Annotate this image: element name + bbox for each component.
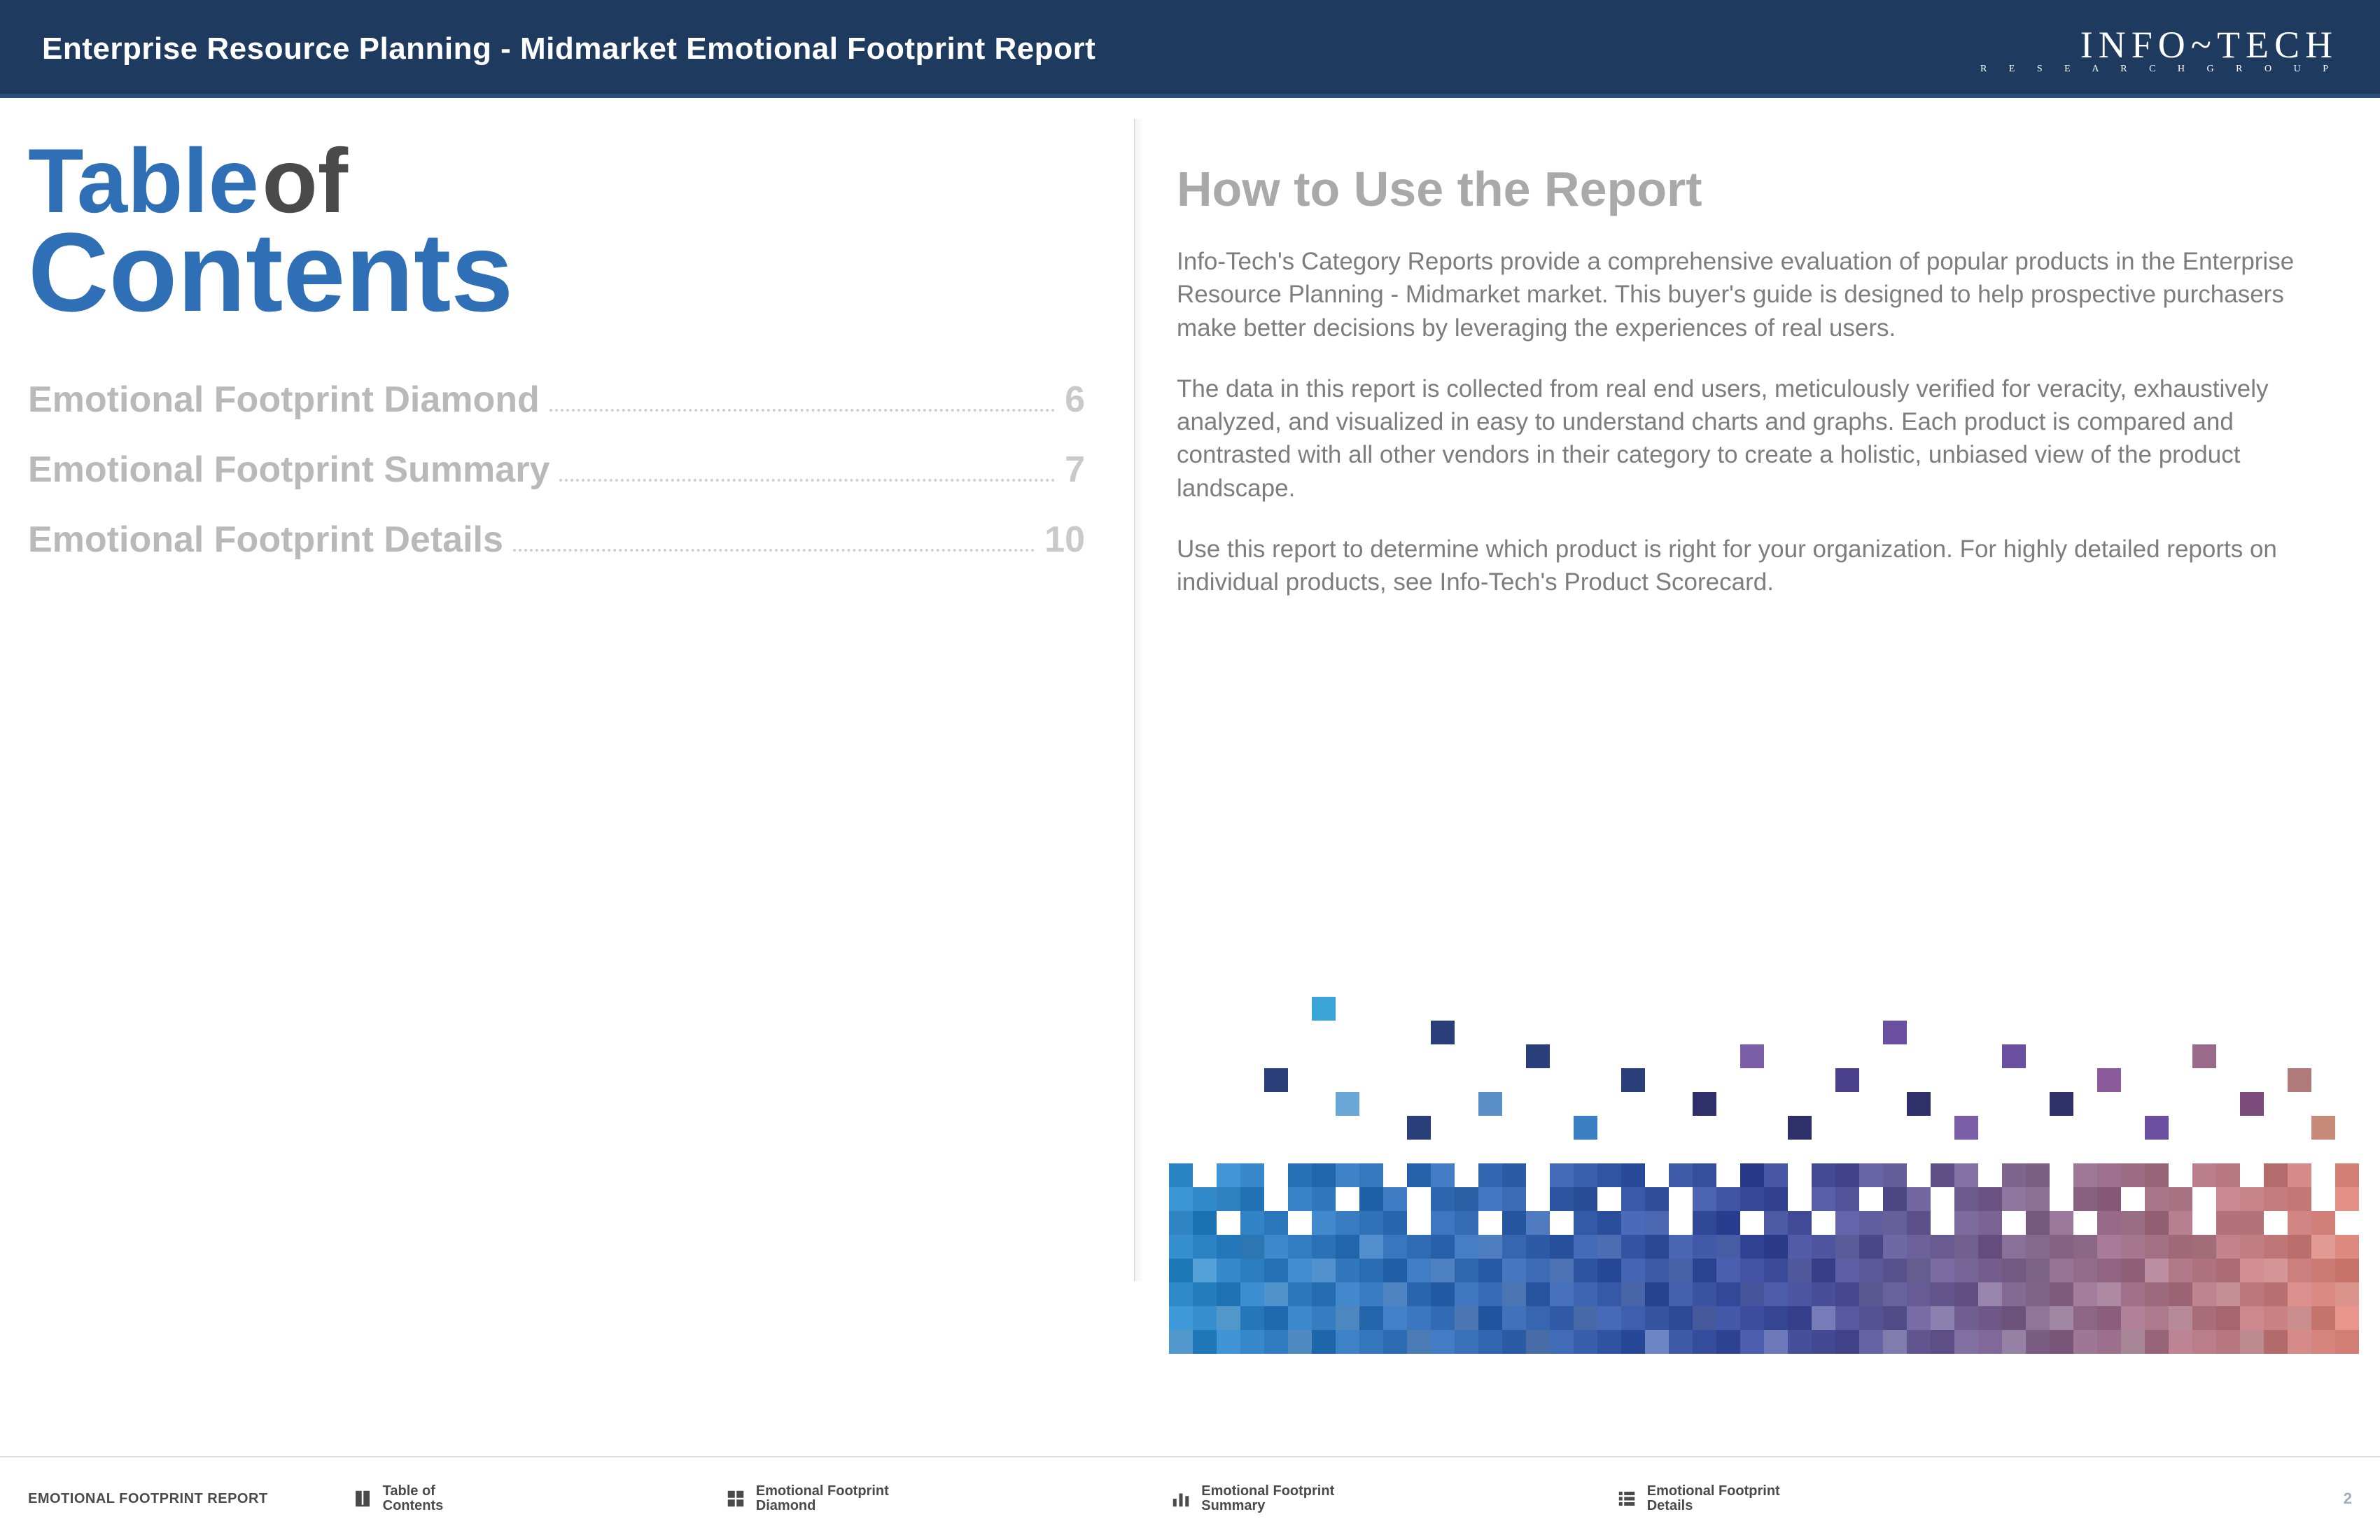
toc-entry[interactable]: Emotional Footprint Details 10 [28, 519, 1085, 561]
logo-sub-text: R E S E A R C H G R O U P [1980, 64, 2338, 75]
column-divider [1134, 119, 1144, 1281]
footer-nav-item-diamond[interactable]: Emotional Footprint Diamond [725, 1484, 889, 1513]
footer-nav-label: Emotional Footprint Details [1647, 1484, 1780, 1513]
howto-paragraph: The data in this report is collected fro… [1177, 372, 2338, 505]
toc-heading: Table of Contents [28, 140, 1085, 323]
footer-nav-line2: Contents [383, 1498, 444, 1513]
toc-entry-label: Emotional Footprint Diamond [28, 379, 540, 421]
footer-nav-item-toc[interactable]: Table of Contents [352, 1484, 444, 1513]
footer-nav-line2: Details [1647, 1498, 1693, 1513]
header-bar: Enterprise Resource Planning - Midmarket… [0, 0, 2380, 98]
toc-entry-label: Emotional Footprint Summary [28, 449, 550, 491]
decorative-mosaic [1169, 973, 2373, 1351]
howto-paragraph: Use this report to determine which produ… [1177, 533, 2338, 599]
footer-nav-label: Emotional Footprint Diamond [756, 1484, 889, 1513]
toc-dots [550, 409, 1055, 412]
footer-nav-label: Table of Contents [383, 1484, 444, 1513]
toc-dots [513, 549, 1035, 552]
footer-report-label: EMOTIONAL FOOTPRINT REPORT [28, 1491, 268, 1507]
toc-entry[interactable]: Emotional Footprint Diamond 6 [28, 379, 1085, 421]
table-of-contents-column: Table of Contents Emotional Footprint Di… [0, 98, 1134, 1456]
detail-icon [1616, 1488, 1637, 1509]
toc-heading-word-3: Contents [28, 222, 1085, 323]
howto-heading: How to Use the Report [1177, 161, 2338, 217]
book-icon [352, 1488, 373, 1509]
footer-nav-line2: Summary [1201, 1498, 1265, 1513]
footer-nav-item-details[interactable]: Emotional Footprint Details [1616, 1484, 1780, 1513]
howto-paragraph: Info-Tech's Category Reports provide a c… [1177, 245, 2338, 344]
logo-main-text: INFO~TECH [1980, 23, 2338, 66]
footer-nav-line1: Emotional Footprint [1647, 1483, 1780, 1499]
toc-dots [559, 479, 1055, 482]
footer-nav-line2: Diamond [756, 1498, 816, 1513]
footer-nav-label: Emotional Footprint Summary [1201, 1484, 1334, 1513]
toc-entry-page: 10 [1044, 519, 1085, 561]
brand-logo: INFO~TECH R E S E A R C H G R O U P [1980, 23, 2338, 75]
toc-entry-page: 6 [1065, 379, 1085, 421]
footer-nav-line1: Emotional Footprint [1201, 1483, 1334, 1499]
toc-entry-label: Emotional Footprint Details [28, 519, 503, 561]
grid-icon [725, 1488, 746, 1509]
footer-nav-item-summary[interactable]: Emotional Footprint Summary [1170, 1484, 1334, 1513]
report-title: Enterprise Resource Planning - Midmarket… [42, 31, 1096, 66]
page-number: 2 [2344, 1490, 2352, 1508]
toc-entry-page: 7 [1065, 449, 1085, 491]
footer-nav-line1: Table of [383, 1483, 435, 1499]
bars-icon [1170, 1488, 1191, 1509]
page-body: Table of Contents Emotional Footprint Di… [0, 98, 2380, 1456]
footer-nav-line1: Emotional Footprint [756, 1483, 889, 1499]
footer-nav: EMOTIONAL FOOTPRINT REPORT Table of Cont… [0, 1456, 2380, 1540]
toc-entry[interactable]: Emotional Footprint Summary 7 [28, 449, 1085, 491]
